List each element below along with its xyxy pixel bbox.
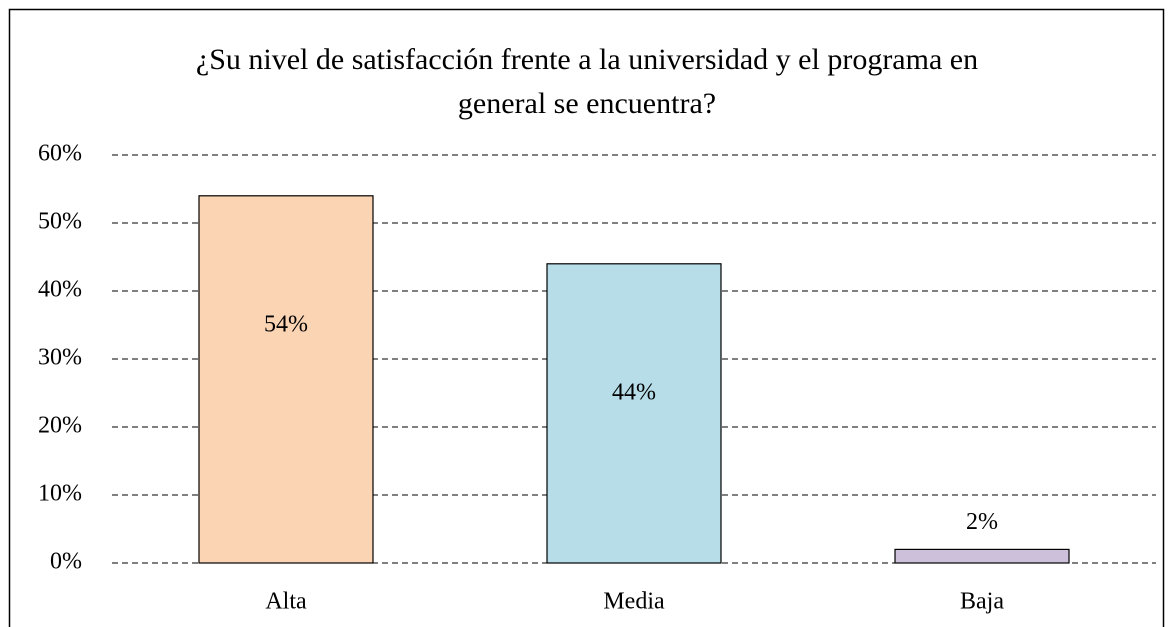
y-tick-label: 30% [38, 345, 82, 371]
y-tick-label: 60% [38, 141, 82, 167]
bar [546, 263, 722, 564]
bar [894, 548, 1070, 564]
x-tick-label: Alta [265, 589, 307, 615]
y-tick-label: 50% [38, 209, 82, 235]
y-tick-label: 40% [38, 277, 82, 303]
chart-border [8, 8, 1165, 627]
chart-title: ¿Su nivel de satisfacción frente a la un… [195, 43, 979, 120]
y-tick-label: 10% [38, 481, 82, 507]
bar [198, 195, 374, 564]
data-label: 54% [264, 311, 308, 337]
x-tick-label: Media [603, 589, 665, 615]
y-tick-label: 0% [50, 549, 82, 575]
data-label: 44% [612, 379, 656, 405]
x-tick-label: Baja [960, 589, 1004, 615]
y-tick-label: 20% [38, 413, 82, 439]
data-label: 2% [966, 509, 998, 535]
